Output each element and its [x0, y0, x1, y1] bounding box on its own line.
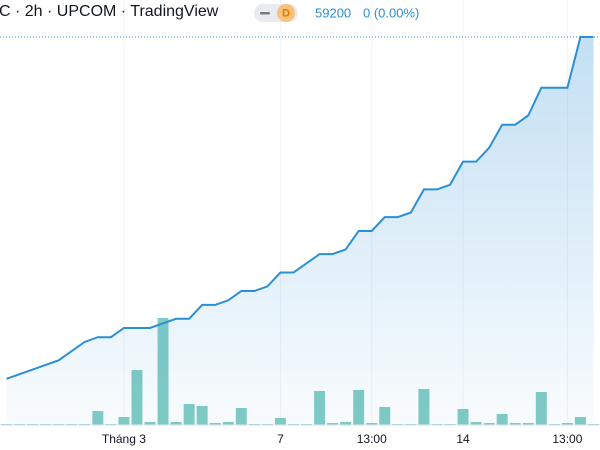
x-tick-label: 14: [456, 432, 470, 446]
x-tick-label: 13:00: [552, 432, 582, 446]
badge: D: [282, 7, 290, 19]
x-tick-label: 13:00: [357, 432, 387, 446]
x-tick-label: 7: [277, 432, 284, 446]
x-axis: Tháng 3 7 13:00 14 13:00: [102, 432, 583, 446]
badge-icon: [260, 12, 270, 15]
price-change: 0 (0.00%): [363, 5, 419, 20]
plot-area: [0, 35, 600, 426]
price-line: [6, 35, 594, 380]
chart-title: C · 2h · UPCOM · TradingView: [0, 3, 219, 20]
x-tick-label: Tháng 3: [102, 432, 146, 446]
price-area: [6, 36, 594, 426]
badge-circle: [277, 4, 295, 22]
last-price: 59200: [315, 5, 351, 20]
